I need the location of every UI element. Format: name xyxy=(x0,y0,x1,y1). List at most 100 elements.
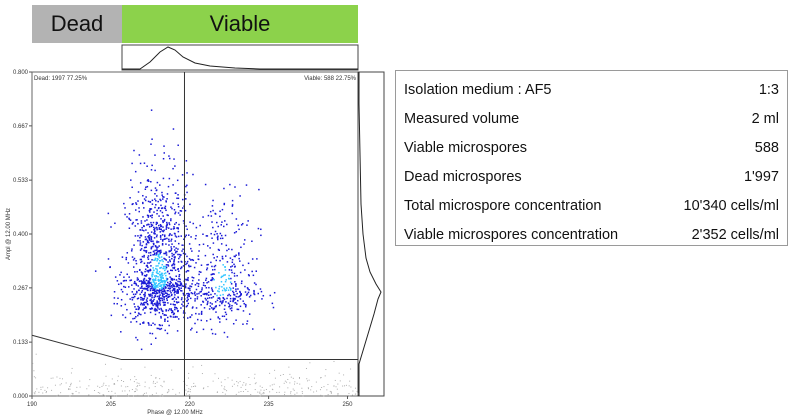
data-point-dead xyxy=(173,292,176,294)
debris-point xyxy=(111,378,113,380)
data-point-dead xyxy=(162,312,164,315)
debris-point xyxy=(68,388,70,390)
data-point-dead xyxy=(158,296,160,298)
debris-point xyxy=(289,373,291,375)
data-point-dead xyxy=(146,241,149,244)
debris-point xyxy=(343,374,345,376)
data-point-dead xyxy=(180,307,182,309)
data-point-dead xyxy=(159,304,161,306)
data-point-dead xyxy=(176,250,178,253)
debris-point xyxy=(333,385,335,387)
data-point-dead xyxy=(175,285,177,288)
data-point-viable xyxy=(235,285,237,287)
debris-point xyxy=(290,394,292,396)
data-point-dead xyxy=(151,274,153,276)
data-point-dead xyxy=(157,283,160,285)
data-point-dead xyxy=(172,267,174,269)
data-point-viable xyxy=(223,274,225,277)
data-point-dead xyxy=(149,234,151,236)
data-point-dead xyxy=(146,287,149,290)
data-point-viable xyxy=(221,301,223,304)
debris-point xyxy=(154,383,156,385)
data-point-viable xyxy=(238,228,240,231)
data-point-dead xyxy=(131,256,134,258)
data-point-dead xyxy=(131,203,134,206)
data-point-dead xyxy=(161,240,164,242)
data-point-dead xyxy=(177,144,179,147)
data-point-dead xyxy=(144,270,146,273)
data-point-viable xyxy=(197,258,200,260)
data-point-dead xyxy=(155,292,157,295)
data-point-viable xyxy=(223,298,226,301)
data-point-viable xyxy=(213,278,215,281)
data-point-dead xyxy=(156,249,158,252)
debris-point xyxy=(259,385,261,387)
data-point-dead xyxy=(179,284,182,287)
data-point-dead xyxy=(165,264,168,266)
data-point-dead xyxy=(190,236,192,238)
data-point-viable xyxy=(234,298,237,300)
data-point-dead xyxy=(150,307,153,309)
data-point-dead xyxy=(177,227,179,229)
debris-point xyxy=(32,362,34,364)
debris-point xyxy=(56,376,58,378)
data-point-dead xyxy=(167,214,169,217)
data-point-viable xyxy=(230,269,233,271)
data-point-viable xyxy=(195,262,197,264)
data-point-viable xyxy=(205,292,207,295)
data-point-dead xyxy=(185,279,188,281)
debris-point xyxy=(188,388,190,390)
debris-point xyxy=(124,390,126,392)
data-point-dead xyxy=(140,280,142,282)
data-point-dead xyxy=(153,252,156,255)
data-point-viable xyxy=(216,233,218,235)
data-point-viable xyxy=(187,264,190,267)
data-point-dead xyxy=(126,273,128,276)
data-point-dead xyxy=(161,277,163,279)
data-point-viable xyxy=(212,296,215,298)
data-point-viable xyxy=(233,299,235,301)
debris-point xyxy=(193,382,195,384)
data-point-dead xyxy=(176,227,178,229)
data-point-dead xyxy=(143,249,145,252)
data-point-dead xyxy=(140,291,143,294)
data-point-dead xyxy=(174,235,177,237)
debris-point xyxy=(187,391,189,393)
data-point-dead xyxy=(157,286,159,288)
data-point-dead xyxy=(171,278,174,280)
data-point-dead xyxy=(155,284,158,287)
data-point-dead xyxy=(170,291,172,294)
debris-point xyxy=(337,393,339,395)
data-point-viable xyxy=(253,293,256,296)
data-point-dead xyxy=(124,303,127,306)
data-point-dead xyxy=(184,253,187,255)
debris-point xyxy=(136,389,138,391)
data-point-dead xyxy=(173,304,175,306)
data-point-viable xyxy=(235,295,237,298)
debris-point xyxy=(159,395,161,397)
data-point-dead xyxy=(163,152,165,154)
data-point-dead xyxy=(142,304,144,306)
data-point-viable xyxy=(228,286,231,289)
data-point-viable xyxy=(215,311,217,313)
summary-row: Viable microspores concentration 2'352 c… xyxy=(404,220,779,249)
data-point-dead xyxy=(162,239,164,241)
data-point-dead xyxy=(158,215,160,217)
data-point-dead xyxy=(168,308,171,310)
data-point-dead xyxy=(137,285,140,287)
data-point-dead xyxy=(146,165,148,167)
debris-point xyxy=(290,392,292,394)
data-point-dead xyxy=(147,241,150,244)
data-point-dead xyxy=(158,302,161,305)
data-point-viable xyxy=(241,280,243,282)
data-point-dead xyxy=(151,214,154,216)
data-point-dead xyxy=(157,200,159,203)
data-point-dead xyxy=(178,275,180,278)
data-point-dead xyxy=(161,293,164,296)
debris-point xyxy=(121,390,123,392)
data-point-dead xyxy=(173,258,176,261)
data-point-dead xyxy=(135,203,138,206)
data-point-dead xyxy=(161,263,164,266)
data-point-dead xyxy=(177,301,180,303)
data-point-viable xyxy=(219,298,221,300)
